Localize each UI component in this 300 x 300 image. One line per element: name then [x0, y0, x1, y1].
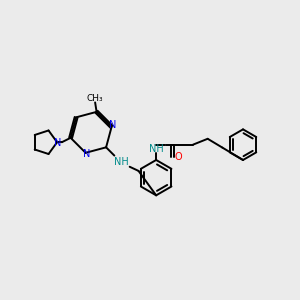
Text: NH: NH: [149, 144, 164, 154]
Text: N: N: [83, 149, 91, 159]
Text: O: O: [174, 152, 182, 162]
Text: CH₃: CH₃: [87, 94, 103, 103]
Text: NH: NH: [114, 157, 129, 167]
Text: N: N: [110, 120, 117, 130]
Text: N: N: [54, 138, 61, 148]
